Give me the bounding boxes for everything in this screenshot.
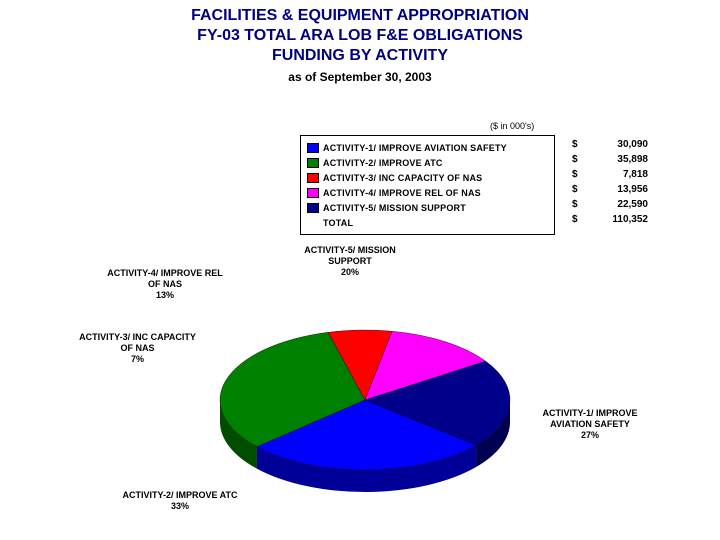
callout-pct: 20% [280,267,420,278]
subtitle: as of September 30, 2003 [0,70,720,84]
amount-row: $110,352 [572,214,648,229]
amount-value: 13,956 [594,184,648,199]
amount-value: 22,590 [594,199,648,214]
callout-pct: 33% [100,501,260,512]
pie-callout: ACTIVITY-2/ IMPROVE ATC33% [100,490,260,512]
title-line-2: FY-03 TOTAL ARA LOB F&E OBLIGATIONS [0,26,720,46]
legend-label: ACTIVITY-5/ MISSION SUPPORT [323,203,466,213]
legend-label: ACTIVITY-1/ IMPROVE AVIATION SAFETY [323,143,507,153]
title-line-3: FUNDING BY ACTIVITY [0,46,720,66]
amount-value: 35,898 [594,154,648,169]
callout-line: SUPPORT [280,256,420,267]
pie-chart [215,325,515,502]
legend-item: ACTIVITY-1/ IMPROVE AVIATION SAFETY [307,140,548,155]
legend-swatch [307,173,319,183]
callout-line: ACTIVITY-2/ IMPROVE ATC [100,490,260,501]
legend-total-label: TOTAL [323,218,353,228]
legend-swatch [307,143,319,153]
pie-callout: ACTIVITY-5/ MISSIONSUPPORT20% [280,245,420,278]
legend-box: ACTIVITY-1/ IMPROVE AVIATION SAFETY ACTIV… [300,135,555,235]
callout-line: OF NAS [90,279,240,290]
amount-value: 7,818 [594,169,648,184]
pie-svg [215,325,515,497]
callout-line: ACTIVITY-1/ IMPROVE [520,408,660,419]
currency-symbol: $ [572,139,584,154]
legend-item: ACTIVITY-2/ IMPROVE ATC [307,155,548,170]
currency-symbol: $ [572,214,584,229]
page: FACILITIES & EQUIPMENT APPROPRIATION FY-… [0,0,720,540]
amount-value: 110,352 [594,214,648,229]
legend-swatch [307,158,319,168]
callout-line: ACTIVITY-4/ IMPROVE REL [90,268,240,279]
units-label: ($ in 000's) [490,121,534,131]
title-line-1: FACILITIES & EQUIPMENT APPROPRIATION [0,6,720,26]
amount-row: $35,898 [572,154,648,169]
pie-callout: ACTIVITY-4/ IMPROVE RELOF NAS13% [90,268,240,301]
amount-row: $7,818 [572,169,648,184]
legend-item: ACTIVITY-4/ IMPROVE REL OF NAS [307,185,548,200]
legend-item: ACTIVITY-3/ INC CAPACITY OF NAS [307,170,548,185]
title-block: FACILITIES & EQUIPMENT APPROPRIATION FY-… [0,0,720,84]
callout-line: ACTIVITY-5/ MISSION [280,245,420,256]
callout-line: AVIATION SAFETY [520,419,660,430]
legend-label: ACTIVITY-4/ IMPROVE REL OF NAS [323,188,481,198]
amounts-column: $30,090$35,898$7,818$13,956$22,590$110,3… [572,139,648,229]
legend-swatch [307,203,319,213]
callout-pct: 7% [60,354,215,365]
amount-value: 30,090 [594,139,648,154]
legend-item: ACTIVITY-5/ MISSION SUPPORT [307,200,548,215]
legend-total: TOTAL [307,215,548,230]
callout-pct: 13% [90,290,240,301]
legend-swatch [307,188,319,198]
callout-pct: 27% [520,430,660,441]
legend-label: ACTIVITY-3/ INC CAPACITY OF NAS [323,173,482,183]
currency-symbol: $ [572,184,584,199]
amount-row: $30,090 [572,139,648,154]
legend-label: ACTIVITY-2/ IMPROVE ATC [323,158,443,168]
currency-symbol: $ [572,154,584,169]
currency-symbol: $ [572,169,584,184]
pie-callout: ACTIVITY-1/ IMPROVEAVIATION SAFETY27% [520,408,660,441]
currency-symbol: $ [572,199,584,214]
callout-line: OF NAS [60,343,215,354]
amount-row: $13,956 [572,184,648,199]
pie-callout: ACTIVITY-3/ INC CAPACITYOF NAS7% [60,332,215,365]
callout-line: ACTIVITY-3/ INC CAPACITY [60,332,215,343]
amount-row: $22,590 [572,199,648,214]
